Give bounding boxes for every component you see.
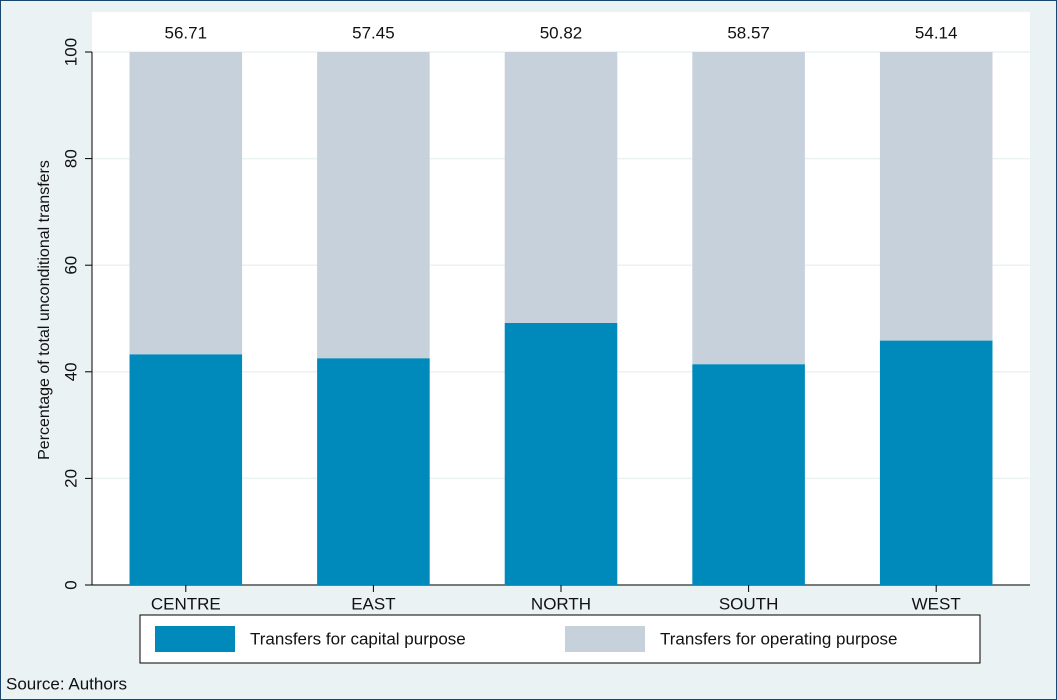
x-tick-label: CENTRE [151,594,221,613]
bar-segment [879,52,993,341]
x-tick-label: SOUTH [719,594,779,613]
legend-label: Transfers for operating purpose [660,629,898,648]
value-label: 54.14 [915,23,958,42]
value-label: 58.57 [727,23,770,42]
value-label: 56.71 [165,23,208,42]
x-tick-label: NORTH [531,594,591,613]
y-tick-label: 0 [61,580,80,589]
y-tick-label: 100 [61,38,80,66]
y-tick-label: 40 [61,362,80,381]
value-label: 57.45 [352,23,395,42]
bar-segment [692,52,805,365]
y-axis-title: Percentage of total unconditional transf… [36,160,53,460]
bar-segment [879,340,993,585]
bar-segment [504,52,618,323]
x-tick-label: WEST [912,594,961,613]
legend-swatch [155,626,235,652]
value-label: 50.82 [540,23,583,42]
bar-segment [129,354,243,585]
note: Source: Authors [6,674,127,693]
bar-segment [317,358,430,585]
legend-box [139,614,981,664]
bar-segment [504,322,618,585]
bar-segment [317,52,430,359]
legend-swatch [565,626,645,652]
bar-segment [129,52,243,355]
y-tick-label: 60 [61,256,80,275]
legend-label: Transfers for capital purpose [250,629,466,648]
x-tick-label: EAST [351,594,395,613]
y-tick-label: 20 [61,469,80,488]
bar-segment [692,364,805,585]
y-tick-label: 80 [61,149,80,168]
